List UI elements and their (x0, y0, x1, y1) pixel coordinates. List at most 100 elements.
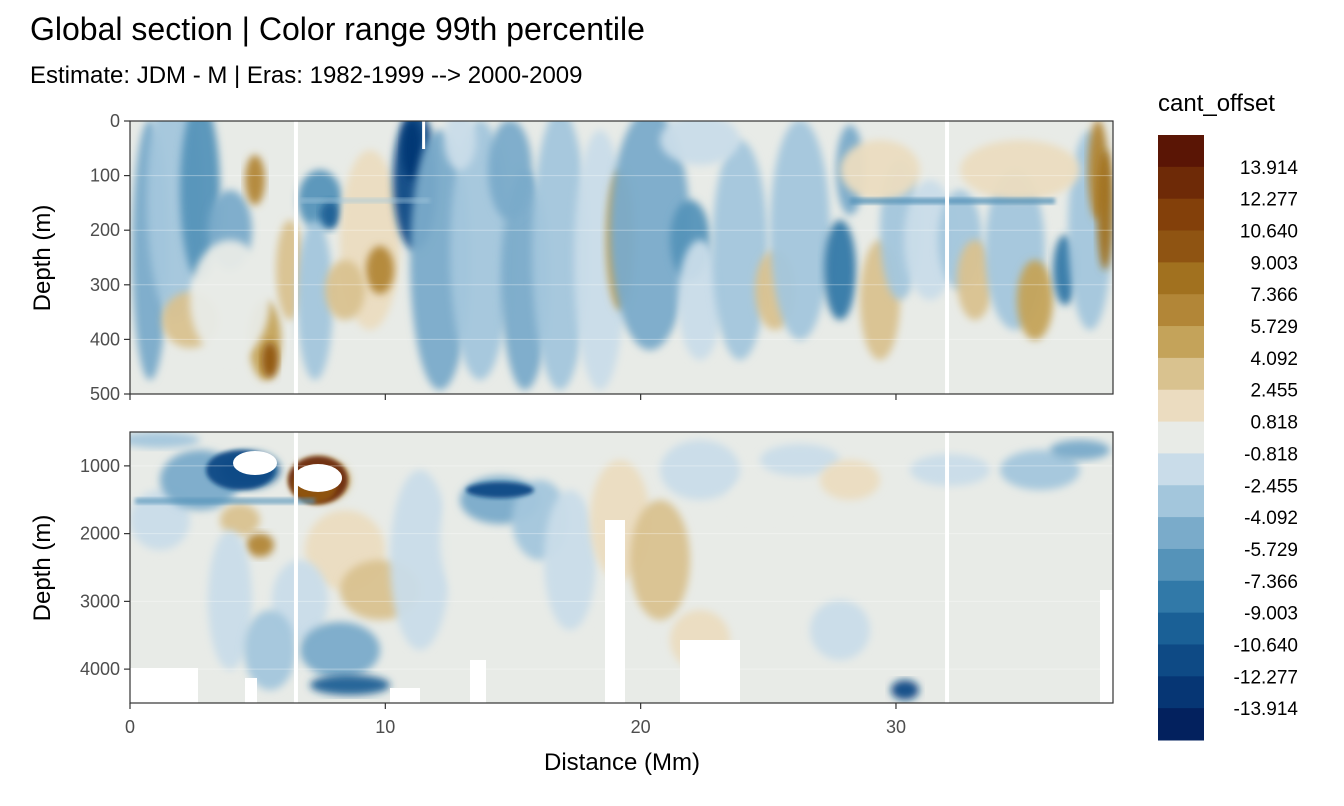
legend-swatch (1158, 326, 1204, 359)
gap-line (945, 121, 950, 394)
contour-blob (140, 560, 220, 680)
contour-blob (1097, 150, 1113, 270)
legend-swatch (1158, 357, 1204, 391)
contour-blob (245, 155, 265, 205)
y-tick-label: 300 (90, 275, 120, 295)
legend-label: -12.277 (1234, 667, 1298, 688)
contour-blob (190, 240, 270, 360)
upper-panel (129, 120, 1114, 395)
contour-blob (810, 600, 870, 660)
legend-label: -10.640 (1234, 635, 1298, 656)
y-tick-label: 400 (90, 329, 120, 349)
contour-band (850, 198, 1055, 204)
x-tick-label: 0 (125, 717, 135, 737)
y-axis-title-upper: Depth (m) (29, 205, 56, 312)
legend-swatch (1158, 485, 1204, 518)
contour-blob (244, 610, 296, 690)
gap-line (293, 432, 298, 703)
gap-line (293, 121, 298, 394)
legend-label: -13.914 (1234, 699, 1299, 720)
lower-panel-border (129, 431, 1114, 704)
contour-blob (824, 220, 856, 320)
contour-band (300, 198, 430, 203)
contour-blob (297, 220, 333, 380)
contour-blob (760, 444, 840, 476)
legend-label: 9.003 (1250, 253, 1298, 274)
contour-blob (325, 260, 365, 320)
legend-swatch (1158, 294, 1204, 327)
contour-blob (466, 482, 534, 498)
contour-blob (1000, 450, 1080, 490)
contour-blob (712, 140, 768, 360)
contour-blob (957, 240, 993, 320)
legend-swatch (1158, 708, 1204, 741)
x-tick-label: 10 (375, 717, 395, 737)
legend-label: 0.818 (1250, 413, 1298, 434)
y-tick-label: 0 (110, 111, 120, 131)
legend-label: 2.455 (1250, 381, 1298, 402)
gap-line (422, 121, 426, 149)
upper-panel-border (129, 120, 1114, 395)
contour-blob (840, 140, 920, 200)
legend-swatch (1158, 135, 1204, 168)
y-tick-label: 200 (90, 220, 120, 240)
legend-label: -7.366 (1244, 572, 1298, 593)
legend-swatch (1158, 548, 1204, 582)
contour-blob (208, 530, 252, 670)
legend-label: 10.640 (1240, 222, 1298, 243)
legend-swatch (1158, 262, 1204, 295)
no-data-mask (605, 520, 625, 703)
contour-blob (366, 246, 394, 294)
contour-blob (300, 622, 380, 678)
y-tick-label: 500 (90, 384, 120, 404)
no-data-mask (294, 464, 342, 492)
contour-blob (1017, 260, 1053, 340)
legend-swatch (1158, 230, 1204, 263)
y-tick-label: 1000 (80, 456, 120, 476)
legend-swatch (1158, 644, 1204, 677)
legend-label: 12.277 (1240, 190, 1298, 211)
legend-label: 5.729 (1250, 317, 1298, 338)
legend-swatch (1158, 517, 1204, 550)
y-tick-label: 4000 (80, 659, 120, 679)
contour-blob (1050, 440, 1110, 460)
legend-label: -5.729 (1244, 540, 1298, 561)
legend-label: 4.092 (1250, 349, 1298, 370)
chart-subtitle: Estimate: JDM - M | Eras: 1982-1999 --> … (30, 62, 582, 89)
y-tick-label: 100 (90, 166, 120, 186)
x-tick-label: 30 (886, 717, 906, 737)
legend-label: -2.455 (1244, 476, 1298, 497)
contour-blob (891, 680, 919, 700)
legend-label: -0.818 (1244, 444, 1298, 465)
legend-swatch (1158, 676, 1204, 709)
chart-title: Global section | Color range 99th percen… (30, 11, 645, 47)
legend-label: -4.092 (1244, 508, 1298, 529)
no-data-mask (470, 660, 486, 703)
legend-title: cant_offset (1158, 90, 1275, 117)
contour-blob (820, 460, 880, 500)
contour-blob (660, 121, 740, 165)
legend-swatch (1158, 166, 1204, 200)
contour-blob (544, 490, 596, 630)
contour-blob (130, 432, 200, 448)
contour-blob (678, 240, 722, 360)
legend-swatch (1158, 389, 1204, 423)
contour-blob (770, 121, 830, 340)
contour-blob (660, 440, 740, 500)
no-data-mask (390, 688, 420, 703)
contour-blob (220, 504, 260, 536)
contour-blob (532, 121, 588, 390)
contour-blob (960, 140, 1080, 200)
contour-blob (610, 121, 690, 350)
no-data-mask (1100, 590, 1113, 703)
legend: cant_offset 13.914 12.277 10.640 9.003 7.366… (1158, 90, 1298, 741)
contour-blob (246, 533, 274, 557)
contour-blob (910, 454, 990, 486)
x-tick-label: 20 (631, 717, 651, 737)
legend-swatch (1158, 198, 1204, 232)
contour-band (135, 498, 315, 504)
contour-blob (310, 675, 390, 695)
gap-line (945, 432, 950, 703)
lower-panel (129, 431, 1114, 704)
